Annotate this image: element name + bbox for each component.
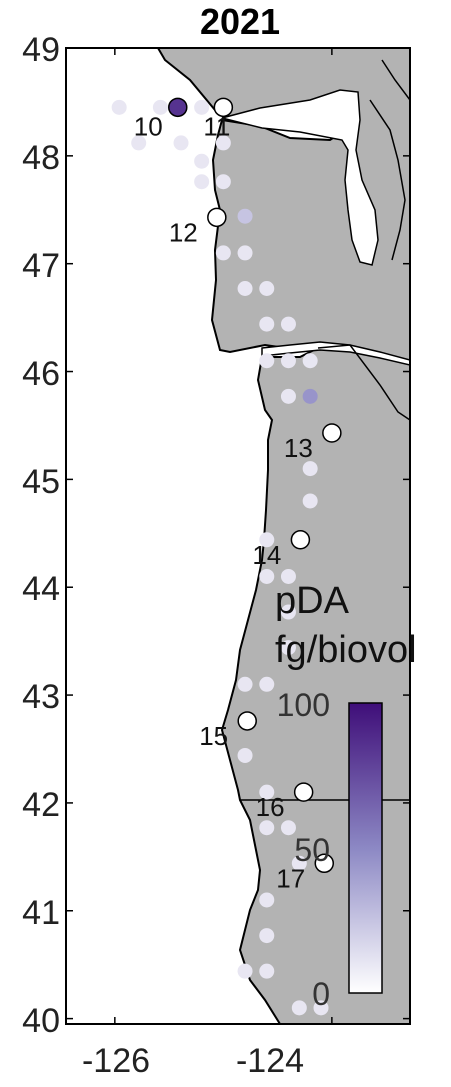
sample-dot <box>237 208 253 224</box>
sample-dot <box>237 676 253 692</box>
map-area: 10 11 12 13 14 15 16 17 <box>66 48 410 1024</box>
sample-dot <box>280 640 296 656</box>
sample-dot <box>259 784 275 800</box>
sample-dot <box>194 174 210 190</box>
axis-ticks <box>66 47 410 1024</box>
sample-dot <box>259 676 275 692</box>
station-marker <box>213 97 234 118</box>
sample-dot <box>280 316 296 332</box>
x-axis: -126 -124 <box>82 1042 304 1080</box>
station-markers: 10 11 12 13 14 15 16 17 <box>134 97 342 893</box>
sample-dot <box>131 135 147 151</box>
station-label: 12 <box>169 217 198 247</box>
puget-sound <box>221 89 379 266</box>
y-tick-label: 43 <box>22 678 60 716</box>
sample-dot <box>280 353 296 369</box>
sample-dot <box>194 99 210 115</box>
station-label: 11 <box>203 111 230 141</box>
station-marker <box>207 207 227 228</box>
y-tick-label: 48 <box>22 139 60 177</box>
y-axis: 49 48 47 46 45 44 43 42 41 40 <box>22 31 60 1040</box>
sample-dot <box>259 963 275 979</box>
station-marker <box>237 711 257 731</box>
colorbar: pDA fg/biovol 100 50 0 <box>275 580 417 1012</box>
sample-dot <box>313 1000 329 1016</box>
sample-dot <box>259 353 275 369</box>
y-tick-label: 41 <box>22 894 60 932</box>
colorbar-tick-label: 0 <box>312 976 330 1012</box>
y-tick-label: 40 <box>22 1002 60 1040</box>
sample-dot <box>259 568 275 584</box>
colorbar-label-line2: fg/biovol <box>275 629 417 671</box>
map-title: 2021 <box>200 1 280 42</box>
x-tick-label: -126 <box>82 1042 150 1080</box>
station-label: 16 <box>256 792 285 822</box>
y-tick-label: 47 <box>22 247 60 285</box>
sample-dot <box>259 928 275 944</box>
sample-dot <box>291 1000 307 1016</box>
station-label: 13 <box>284 433 313 463</box>
station-label: 15 <box>199 721 228 751</box>
sample-dot <box>302 388 318 404</box>
sample-dot <box>152 99 168 115</box>
sample-dot <box>237 245 253 261</box>
sample-dot <box>173 135 189 151</box>
sample-dot <box>302 461 318 477</box>
y-tick-label: 46 <box>22 355 60 393</box>
sample-dot <box>259 316 275 332</box>
sample-dot <box>194 153 210 169</box>
station-marker <box>322 423 342 443</box>
sample-dot <box>237 747 253 763</box>
colorbar-gradient <box>348 702 383 994</box>
colorbar-label-line1: pDA <box>275 580 350 622</box>
sample-dot <box>237 280 253 296</box>
sample-dot <box>280 568 296 584</box>
y-tick-label: 44 <box>22 570 60 608</box>
sample-dot <box>280 388 296 404</box>
sample-dot <box>215 174 231 190</box>
sample-dot <box>259 532 275 548</box>
station-label: 14 <box>252 540 281 570</box>
y-tick-label: 42 <box>22 786 60 824</box>
colorbar-tick-label: 100 <box>277 687 330 723</box>
y-tick-label: 49 <box>22 31 60 69</box>
axes-frame <box>65 47 411 1025</box>
sample-dot <box>111 99 127 115</box>
station-marker <box>168 97 188 118</box>
station-marker <box>290 530 311 550</box>
sample-dot <box>259 892 275 908</box>
station-marker <box>293 782 314 802</box>
sample-dot <box>280 820 296 836</box>
sample-dot <box>259 280 275 296</box>
colorbar-tick-label: 50 <box>294 832 330 868</box>
sample-dot <box>215 135 231 151</box>
sample-dot <box>280 604 296 620</box>
station-label: 10 <box>134 111 163 141</box>
sample-dot <box>259 820 275 836</box>
station-label: 17 <box>276 863 305 893</box>
x-tick-label: -124 <box>236 1042 304 1080</box>
sample-dot <box>237 963 253 979</box>
sample-dots <box>111 99 329 1016</box>
sample-dot <box>302 353 318 369</box>
station-marker <box>314 853 335 874</box>
sample-dot <box>215 245 231 261</box>
y-tick-label: 45 <box>22 463 60 501</box>
sample-dot <box>302 493 318 509</box>
sample-dot <box>291 855 307 871</box>
